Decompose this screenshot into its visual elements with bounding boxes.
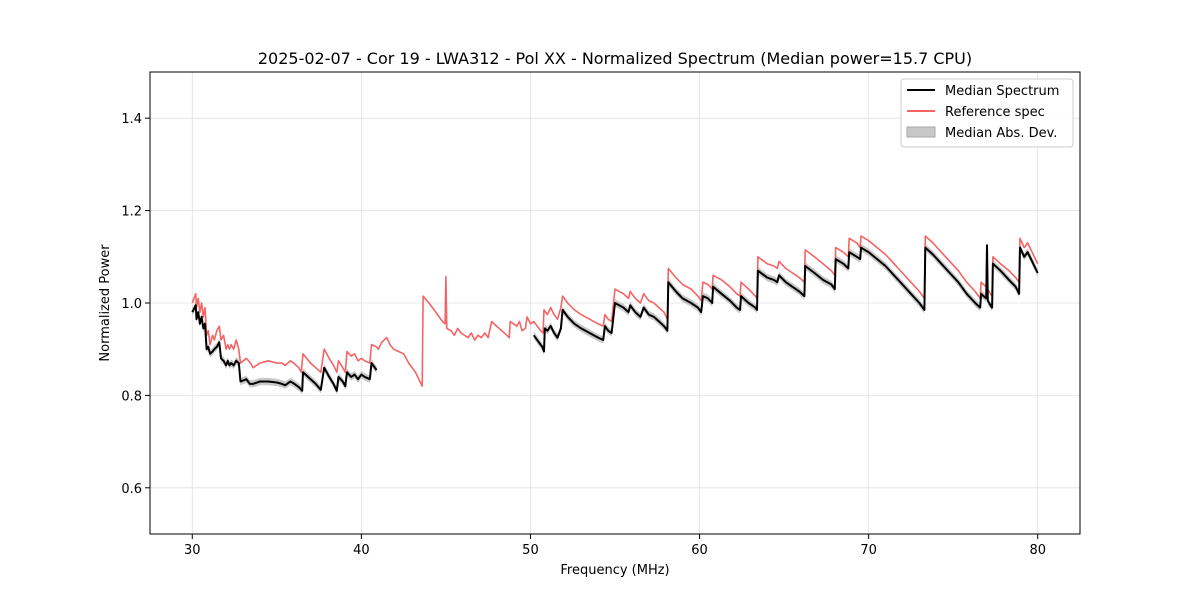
legend: Median Spectrum Reference spec Median Ab… — [900, 78, 1074, 148]
legend-reference-label: Reference spec — [945, 105, 1045, 120]
chart-title: 2025-02-07 - Cor 19 - LWA312 - Pol XX - … — [258, 49, 972, 68]
legend-median-label: Median Spectrum — [945, 84, 1059, 99]
series-layer — [191, 235, 1039, 392]
y-tick-label: 0.8 — [121, 389, 142, 404]
y-tick-label: 0.6 — [121, 482, 142, 497]
legend-mad-label: Median Abs. Dev. — [945, 126, 1057, 141]
y-tick-label: 1.2 — [121, 205, 142, 220]
median-spectrum-line — [532, 244, 1039, 353]
median-spectrum-line — [191, 304, 378, 392]
legend-box — [900, 78, 1074, 148]
reference-spec-line — [191, 235, 1039, 388]
y-tick-label: 1.0 — [121, 297, 142, 312]
ticks: 30 40 50 60 70 80 0.6 0.8 1.0 1.2 1.4 — [121, 112, 1046, 558]
x-tick-label: 80 — [1029, 543, 1046, 558]
x-tick-label: 30 — [184, 543, 201, 558]
y-axis-label: Normalized Power — [98, 244, 113, 362]
y-tick-label: 1.4 — [121, 112, 142, 127]
x-tick-label: 60 — [691, 543, 708, 558]
legend-mad-swatch — [906, 126, 936, 138]
x-tick-label: 50 — [522, 543, 539, 558]
x-axis-label: Frequency (MHz) — [560, 563, 669, 578]
x-tick-label: 70 — [860, 543, 877, 558]
x-tick-label: 40 — [353, 543, 370, 558]
